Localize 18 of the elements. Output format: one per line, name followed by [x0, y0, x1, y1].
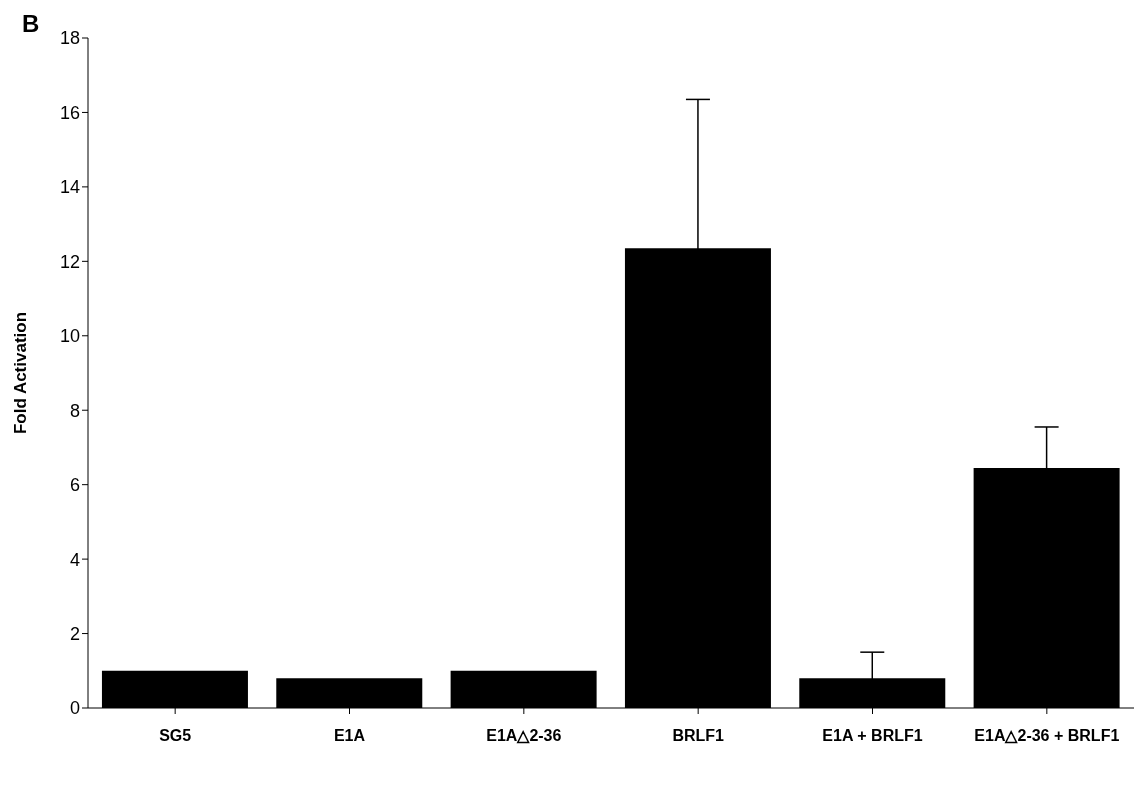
y-axis-title: Fold Activation [11, 311, 31, 435]
x-tick-label: SG5 [159, 727, 192, 745]
x-tick-label: E1A [333, 727, 366, 745]
y-tick-label: 8 [69, 400, 80, 421]
y-tick-label: 16 [59, 102, 80, 123]
x-tick-label: E1A + BRLF1 [822, 727, 923, 745]
y-tick-label: 12 [59, 251, 80, 272]
y-tick-label: 4 [69, 549, 80, 570]
y-tick-label: 6 [69, 475, 80, 496]
y-tick-label: 2 [69, 623, 80, 644]
y-tick-label: 18 [59, 28, 80, 49]
x-tick-label: BRLF1 [672, 727, 725, 745]
text: B [22, 10, 40, 38]
y-tick-label: 10 [59, 326, 80, 347]
x-tick-label: E1A△2-36 [486, 727, 562, 745]
x-tick-label: E1A△2-36 + BRLF1 [974, 727, 1120, 745]
y-tick-label: 14 [59, 177, 80, 198]
y-tick-label: 0 [69, 698, 80, 719]
